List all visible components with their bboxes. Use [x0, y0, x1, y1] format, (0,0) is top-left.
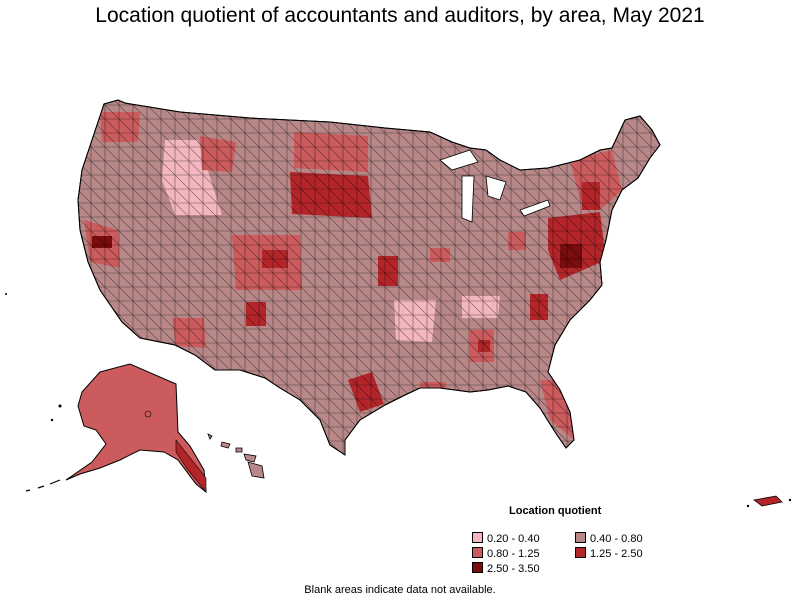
lake-huron [485, 175, 507, 201]
hawaii [207, 433, 265, 479]
legend-item-0-80-1-25: 0.80 - 1.25 [472, 547, 540, 560]
legend-item-0-40-0-80: 0.40 - 0.80 [575, 532, 643, 545]
legend-label: 0.20 - 0.40 [487, 533, 540, 545]
legend-swatch [472, 532, 483, 543]
legend-label: 2.50 - 3.50 [487, 563, 540, 575]
puerto-rico [746, 495, 792, 508]
legend-item-2-50-3-50: 2.50 - 3.50 [472, 562, 540, 575]
legend-swatch [472, 562, 483, 573]
legend-label: 0.40 - 0.80 [590, 533, 643, 545]
lake-superior [439, 149, 479, 171]
legend-swatch [575, 532, 586, 543]
legend-item-1-25-2-50: 1.25 - 2.50 [575, 547, 643, 560]
lake-michigan [461, 175, 475, 223]
legend-swatch [472, 547, 483, 558]
legend-label: 0.80 - 1.25 [487, 548, 540, 560]
alaska [25, 363, 207, 494]
lake-erie [519, 199, 551, 217]
legend-item-0-20-0-40: 0.20 - 0.40 [472, 532, 540, 545]
contiguous-us [77, 99, 661, 456]
map-title: Location quotient of accountants and aud… [95, 4, 705, 27]
footnote: Blank areas indicate data not available. [304, 584, 496, 596]
legend-label: 1.25 - 2.50 [590, 548, 643, 560]
legend-swatch [575, 547, 586, 558]
legend-title: Location quotient [509, 505, 602, 517]
